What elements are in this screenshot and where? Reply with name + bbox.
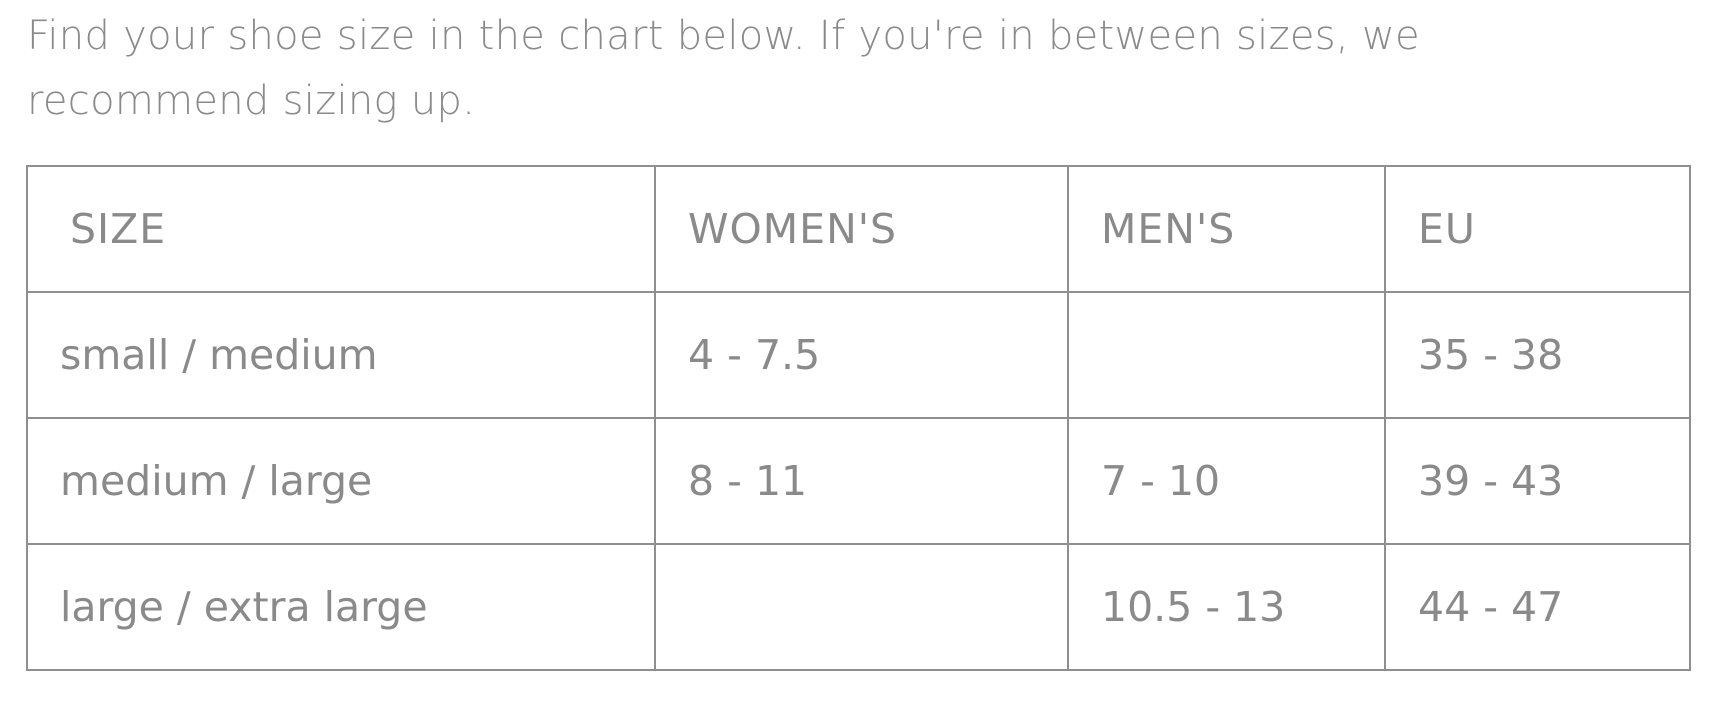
header-womens: WOMEN'S	[654, 165, 1069, 293]
header-mens: MEN'S	[1067, 165, 1386, 293]
cell-size: small / medium	[26, 291, 656, 419]
table-row: medium / large 8 - 11 7 - 10 39 - 43	[26, 417, 1691, 545]
cell-womens: 4 - 7.5	[654, 291, 1069, 419]
cell-eu: 44 - 47	[1384, 543, 1691, 671]
cell-mens	[1067, 291, 1386, 419]
table-row: small / medium 4 - 7.5 35 - 38	[26, 291, 1691, 419]
cell-size: medium / large	[26, 417, 656, 545]
cell-eu: 35 - 38	[1384, 291, 1691, 419]
cell-mens: 7 - 10	[1067, 417, 1386, 545]
cell-eu: 39 - 43	[1384, 417, 1691, 545]
cell-womens	[654, 543, 1069, 671]
cell-size: large / extra large	[26, 543, 656, 671]
cell-mens: 10.5 - 13	[1067, 543, 1386, 671]
header-eu: EU	[1384, 165, 1691, 293]
size-chart-table: SIZE WOMEN'S MEN'S EU small / medium 4 -…	[26, 165, 1691, 671]
intro-text: Find your shoe size in the chart below. …	[27, 13, 1420, 124]
header-size: SIZE	[26, 165, 656, 293]
table-header-row: SIZE WOMEN'S MEN'S EU	[26, 165, 1691, 293]
table-row: large / extra large 10.5 - 13 44 - 47	[26, 543, 1691, 671]
cell-womens: 8 - 11	[654, 417, 1069, 545]
